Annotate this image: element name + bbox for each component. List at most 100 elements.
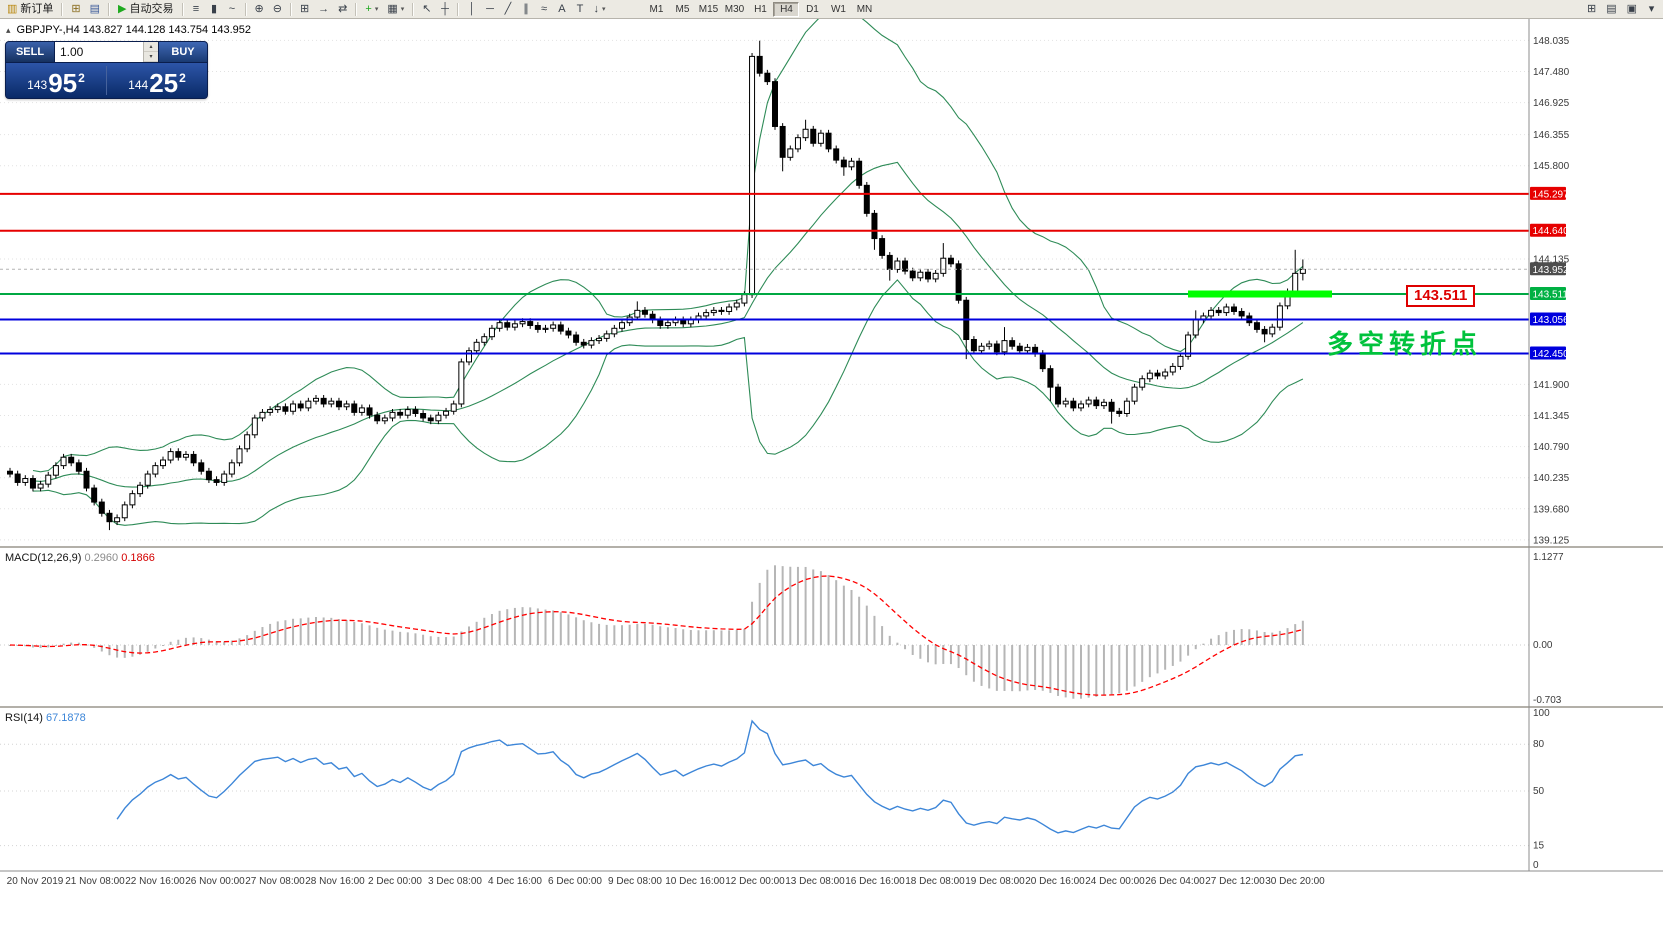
volume-up-button[interactable]: ▴ — [144, 42, 158, 52]
cursor-icon: ↖ — [422, 2, 432, 15]
zoom-in-icon: ⊕ — [254, 2, 264, 15]
timeframe-m1[interactable]: M1 — [643, 2, 669, 17]
fibonacci-icon[interactable]: ≈ — [535, 1, 552, 17]
horizontal-line-icon[interactable]: ─ — [481, 1, 498, 17]
candles-icon[interactable]: ▮ — [206, 1, 223, 17]
volume-down-button[interactable]: ▾ — [144, 52, 158, 62]
horizontal-line-icon: ─ — [486, 2, 494, 15]
text-icon: A — [558, 2, 566, 15]
timeframe-mn[interactable]: MN — [851, 2, 877, 17]
svg-text:80: 80 — [1533, 739, 1545, 750]
svg-text:16 Dec 16:00: 16 Dec 16:00 — [845, 876, 905, 887]
volume-input[interactable] — [55, 42, 143, 62]
new-order-button[interactable]: ▥ 新订单 — [3, 1, 57, 17]
menu-caret-icon: ▾ — [1648, 2, 1655, 15]
toolbar-group-zoom: ⊕ ⊖ — [251, 1, 286, 17]
toolbar-separator — [108, 2, 111, 16]
sell-price[interactable]: 143 95 2 — [27, 67, 85, 98]
svg-text:146.355: 146.355 — [1533, 130, 1570, 141]
svg-text:148.035: 148.035 — [1533, 36, 1570, 47]
svg-text:0: 0 — [1533, 860, 1539, 871]
timeframe-m30[interactable]: M30 — [721, 2, 747, 17]
profiles-icon[interactable]: ▤ — [86, 1, 104, 17]
one-click-prices: 143 95 2 144 25 2 — [6, 63, 207, 98]
main-chart-panel[interactable] — [0, 10, 1529, 541]
chevron-down-icon: ▾ — [601, 5, 606, 13]
trendline-icon: ╱ — [504, 2, 512, 15]
candles-icon: ▮ — [210, 2, 218, 15]
toolbar-group-orders: ▥ 新订单 — [3, 1, 57, 17]
timeframe-m15[interactable]: M15 — [695, 2, 721, 17]
text-icon[interactable]: A — [553, 1, 570, 17]
toolbar: ▥ 新订单 ⊞ ▤ ▶ 自动交易 ≡ ▮ ~ ⊕ ⊖ ⊞ → ⇄ + ▾ ▦ ▾ ↖ ┼ │ ─ ╱ ∥ ≈ A T ↓ ▾ M1 M5 M1… — [0, 0, 1663, 19]
svg-text:139.125: 139.125 — [1533, 535, 1570, 546]
line-chart-icon[interactable]: ~ — [224, 1, 241, 17]
timeframe-w1[interactable]: W1 — [825, 2, 851, 17]
autotrade-icon: ▶ — [118, 2, 127, 15]
one-click-collapse-icon[interactable]: ▴ — [6, 24, 11, 35]
menu-caret-icon[interactable]: ▾ — [1643, 1, 1660, 17]
bars-icon[interactable]: ≡ — [188, 1, 205, 17]
svg-text:147.480: 147.480 — [1533, 67, 1570, 78]
zoom-out-icon[interactable]: ⊖ — [269, 1, 286, 17]
vertical-line-icon[interactable]: │ — [463, 1, 480, 17]
sell-button[interactable]: SELL — [6, 42, 54, 62]
panel-separator — [0, 706, 1663, 708]
zoom-in-icon[interactable]: ⊕ — [251, 1, 268, 17]
arrows-icon[interactable]: ↓ ▾ — [589, 1, 609, 17]
chevron-down-icon: ▾ — [400, 5, 405, 13]
autotrade-button[interactable]: ▶ 自动交易 — [114, 1, 177, 17]
macd-label: MACD(12,26,9) 0.2960 0.1866 — [5, 552, 155, 564]
timeframe-h4[interactable]: H4 — [773, 1, 800, 17]
buy-button[interactable]: BUY — [159, 42, 207, 62]
open-chart-icon[interactable]: ⊞ — [67, 1, 84, 17]
window-tile-icon[interactable]: ⊞ — [1583, 1, 1600, 17]
window-list-icon[interactable]: ▣ — [1623, 1, 1641, 17]
price-axis[interactable]: 148.035 147.480 146.925 146.355 145.800 144.1… — [1530, 36, 1570, 871]
price-badge — [1530, 346, 1566, 360]
toolbar-right-group: ⊞ ▤ ▣ ▾ — [1583, 1, 1660, 17]
profiles-icon: ▤ — [89, 2, 101, 15]
chart-shift-icon[interactable]: ⇄ — [334, 1, 351, 17]
trendline-icon[interactable]: ╱ — [499, 1, 516, 17]
svg-text:22 Nov 16:00: 22 Nov 16:00 — [125, 876, 185, 887]
timeframe-d1[interactable]: D1 — [799, 2, 825, 17]
tile-windows-icon[interactable]: ⊞ — [296, 1, 313, 17]
crosshair-icon[interactable]: ┼ — [436, 1, 453, 17]
svg-text:2 Dec 00:00: 2 Dec 00:00 — [368, 876, 422, 887]
bars-icon: ≡ — [192, 2, 200, 15]
svg-text:143.511: 143.511 — [1533, 290, 1569, 301]
buy-price[interactable]: 144 25 2 — [128, 67, 186, 98]
svg-text:141.345: 141.345 — [1533, 411, 1570, 422]
label-icon[interactable]: T — [571, 1, 588, 17]
window-cascade-icon[interactable]: ▤ — [1602, 1, 1620, 17]
indicators-icon[interactable]: + ▾ — [361, 1, 382, 17]
indicators-icon: + — [365, 2, 372, 15]
time-axis[interactable]: 20 Nov 2019 21 Nov 08:00 22 Nov 16:00 26 No… — [7, 876, 1326, 887]
toolbar-group-windows: ⊞ ▤ — [67, 1, 104, 17]
price-divider — [106, 66, 107, 95]
cursor-icon[interactable]: ↖ — [418, 1, 435, 17]
label-icon: T — [576, 2, 584, 15]
auto-scroll-icon[interactable]: → — [314, 1, 333, 17]
toolbar-group-objects: │ ─ ╱ ∥ ≈ A T ↓ ▾ — [463, 1, 609, 17]
chevron-down-icon: ▾ — [374, 5, 379, 13]
timeframe-m5[interactable]: M5 — [669, 2, 695, 17]
svg-text:140.790: 140.790 — [1533, 442, 1570, 453]
svg-text:13 Dec 08:00: 13 Dec 08:00 — [785, 876, 845, 887]
svg-text:-0.703: -0.703 — [1533, 695, 1562, 706]
rsi-panel[interactable] — [0, 719, 1529, 847]
svg-text:50: 50 — [1533, 786, 1545, 797]
macd-panel[interactable] — [0, 565, 1529, 699]
channel-icon[interactable]: ∥ — [517, 1, 534, 17]
timeframe-h1[interactable]: H1 — [747, 2, 773, 17]
channel-icon: ∥ — [523, 2, 529, 15]
svg-text:27 Nov 08:00: 27 Nov 08:00 — [245, 876, 305, 887]
timeframe-group: M1 M5 M15 M30 H1 H4 D1 W1 MN — [643, 1, 877, 17]
svg-text:28 Nov 16:00: 28 Nov 16:00 — [305, 876, 365, 887]
svg-text:27 Dec 12:00: 27 Dec 12:00 — [1205, 876, 1265, 887]
new-order-button-label: 新订单 — [20, 2, 54, 15]
templates-icon[interactable]: ▦ ▾ — [383, 1, 408, 17]
toolbar-group-pointer: ↖ ┼ — [418, 1, 453, 17]
